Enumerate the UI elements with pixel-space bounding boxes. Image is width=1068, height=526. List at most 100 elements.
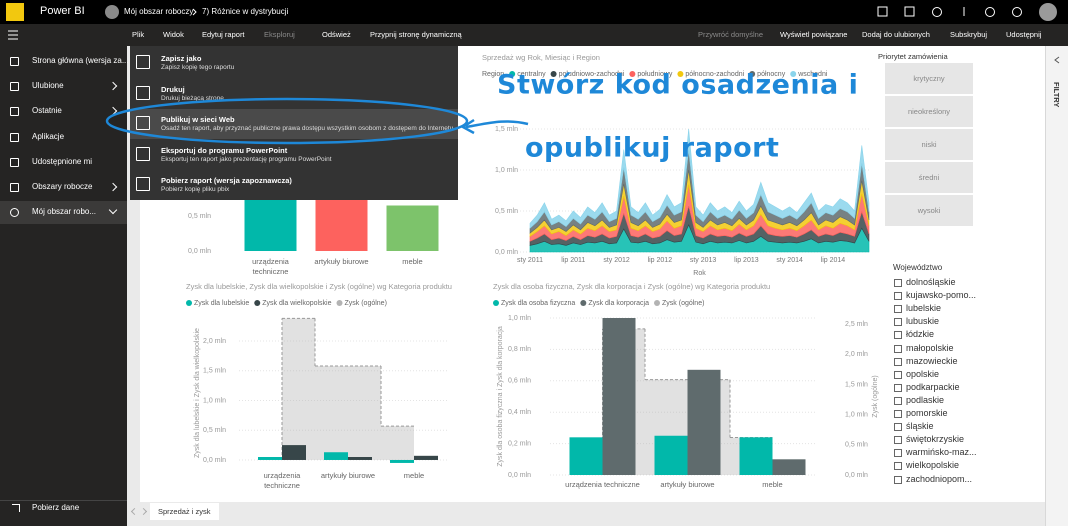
menu-item[interactable]: Pobierz raport (wersja zapoznawcza) Pobie… (130, 170, 458, 200)
slicer-item[interactable]: wielkopolskie (906, 460, 960, 471)
filters-collapse[interactable] (1054, 56, 1060, 64)
nav-footer[interactable]: Pobierz dane (32, 503, 80, 512)
user-avatar[interactable] (1039, 3, 1057, 21)
nav-item[interactable]: Udostępnione mi (32, 157, 93, 166)
legend-label[interactable]: Zysk dla wielkopolskie (262, 300, 331, 307)
slicer-button[interactable]: niski (885, 129, 973, 160)
legend-label[interactable]: południowo-zachodni (559, 71, 625, 78)
menu-item[interactable]: Eksportuj do programu PowerPoint Eksportu… (130, 140, 458, 170)
slicer-checkbox[interactable] (894, 383, 902, 392)
slicer-item[interactable]: dolnośląskie (906, 277, 956, 287)
icon-help[interactable] (985, 7, 995, 17)
slicer-checkbox[interactable] (894, 331, 902, 340)
menu-item[interactable]: Publikuj w sieci Web Osadź ten raport, ab… (130, 109, 458, 139)
legend-label[interactable]: północno-zachodni (685, 71, 744, 78)
toolbar-button[interactable]: Plik (132, 30, 145, 39)
toolbar-button[interactable]: Przywróć domyślne (698, 30, 764, 39)
slicer-item[interactable]: opolskie (906, 368, 940, 379)
toolbar-button[interactable]: Subskrybuj (950, 30, 988, 39)
legend-swatch (749, 71, 756, 77)
legend-label[interactable]: Region (482, 71, 504, 78)
app-launcher[interactable] (6, 3, 24, 21)
slicer-checkbox[interactable] (894, 305, 902, 314)
legend-label[interactable]: Zysk (ogólne) (345, 300, 387, 307)
legend-label[interactable]: południowy (637, 71, 673, 78)
slicer-checkbox[interactable] (894, 436, 902, 445)
slicer-item[interactable]: śląskie (906, 421, 934, 432)
slicer-item[interactable]: lubuskie (906, 316, 940, 327)
menu-item[interactable]: Zapisz jako Zapisz kopię tego raportu (130, 48, 458, 78)
legend-label[interactable]: wschodni (797, 71, 828, 78)
nav-item[interactable]: Ulubione (32, 81, 64, 90)
legend-label[interactable]: centralny (517, 71, 546, 78)
bar (772, 459, 806, 475)
slicer-item[interactable]: lubelskie (906, 303, 942, 314)
slicer-item[interactable]: świętokrzyskie (906, 434, 965, 445)
toolbar-button[interactable]: Udostępnij (1006, 30, 1042, 39)
slicer-item[interactable]: mazowieckie (906, 355, 958, 366)
slicer-item[interactable]: warmińsko-maz... (906, 447, 977, 458)
filters-pane[interactable]: FILTRY (1045, 46, 1068, 526)
toolbar-button[interactable]: Dodaj do ulubionych (862, 30, 930, 39)
slicer-item[interactable]: kujawsko-pomo... (906, 290, 977, 301)
slicer-item[interactable]: pomorskie (906, 408, 948, 418)
legend-label[interactable]: północny (757, 71, 786, 78)
nav-item[interactable]: Mój obszar robo... (32, 207, 97, 216)
slicer-checkbox[interactable] (894, 292, 902, 301)
nav-icon (10, 183, 19, 192)
icon-settings[interactable] (932, 7, 942, 17)
legend-label[interactable]: Zysk (ogólne) (662, 300, 704, 307)
menu-item[interactable]: Drukuj Drukuj bieżącą stronę (130, 79, 458, 109)
slicer-checkbox[interactable] (894, 423, 902, 432)
slicer-button[interactable]: średni (885, 162, 973, 193)
bar (739, 437, 773, 475)
toolbar-button[interactable]: Przypnij stronę dynamiczną (370, 30, 462, 39)
legend-label[interactable]: Zysk dla lubelskie (194, 300, 249, 307)
slicer-checkbox[interactable] (894, 410, 902, 418)
breadcrumb-workspace[interactable]: Mój obszar roboczy (124, 7, 194, 16)
filters-label[interactable]: FILTRY (1052, 82, 1061, 108)
slicer-button[interactable]: krytyczny (885, 63, 973, 94)
icon-feedback[interactable] (1012, 7, 1022, 17)
slicer-checkbox[interactable] (894, 318, 902, 327)
breadcrumb-report[interactable]: 7) Różnice w dystrybucji (202, 7, 289, 16)
toolbar-button[interactable]: Wyświetl powiązane (780, 30, 848, 39)
slicer-checkbox[interactable] (894, 449, 902, 458)
slicer-item[interactable]: podlaskie (906, 394, 945, 405)
toolbar-button[interactable]: Odśwież (322, 30, 351, 39)
slicer-item[interactable]: zachodniopom... (906, 473, 973, 484)
slicer-checkbox[interactable] (894, 462, 902, 471)
toolbar-button[interactable]: Eksploruj (264, 30, 295, 39)
nav-item[interactable]: Strona główna (wersja za... (32, 56, 129, 65)
slicer-button[interactable]: nieokreślony (885, 96, 973, 127)
y-tick-label: 1,0 mln (203, 397, 226, 404)
nav-item[interactable]: Ostatnie (32, 106, 62, 115)
icon-comments[interactable] (904, 6, 915, 17)
y-tick-label: 2,0 mln (203, 338, 226, 345)
slicer-checkbox[interactable] (894, 344, 902, 353)
nav-icon (10, 208, 19, 217)
hamburger[interactable] (8, 30, 20, 40)
legend-swatch (654, 300, 661, 306)
toolbar-button[interactable]: Widok (163, 30, 184, 39)
nav-item[interactable]: Obszary robocze (32, 182, 93, 191)
app-name[interactable]: Power BI (40, 5, 85, 17)
slicer-item[interactable]: łódzkie (906, 329, 935, 340)
x-tick-label: lip 2013 (734, 257, 759, 264)
breadcrumb-chevron (192, 8, 197, 16)
slicer-item[interactable]: podkarpackie (906, 381, 960, 392)
icon-expand[interactable] (877, 6, 888, 17)
slicer-item[interactable]: małopolskie (906, 342, 954, 353)
legend-label[interactable]: Zysk dla osoba fizyczna (501, 300, 575, 307)
slicer-checkbox[interactable] (894, 370, 902, 379)
file-menu: Zapisz jako Zapisz kopię tego raportu Druk… (130, 46, 458, 200)
slicer-button[interactable]: wysoki (885, 195, 973, 226)
slicer-checkbox[interactable] (894, 475, 902, 484)
slicer-checkbox[interactable] (894, 279, 902, 287)
slicer-checkbox[interactable] (894, 396, 902, 405)
slicer-checkbox[interactable] (894, 357, 902, 366)
toolbar-button[interactable]: Edytuj raport (202, 30, 245, 39)
page-tab[interactable]: Sprzedaż i zysk (150, 503, 219, 520)
legend-label[interactable]: Zysk dla korporacja (588, 300, 649, 307)
nav-item[interactable]: Aplikacje (32, 132, 65, 141)
